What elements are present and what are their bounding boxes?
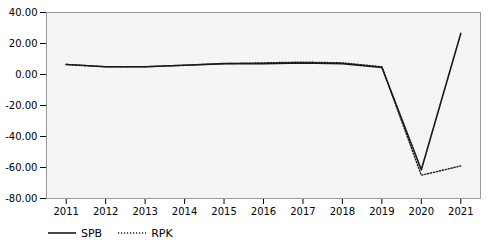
svg-text:2011: 2011 <box>54 206 79 217</box>
html-text:SPB: SPB <box>81 226 103 240</box>
svg-text:2012: 2012 <box>93 206 118 217</box>
svg-text:-40.00: -40.00 <box>5 131 37 142</box>
svg-text:-20.00: -20.00 <box>5 100 37 111</box>
svg-text:2013: 2013 <box>132 206 157 217</box>
html-text:RPK: RPK <box>151 226 173 240</box>
svg-text:2020: 2020 <box>409 206 434 217</box>
svg-text:2021: 2021 <box>448 206 473 217</box>
svg-text:2018: 2018 <box>330 206 355 217</box>
svg-text:2015: 2015 <box>211 206 236 217</box>
svg-text:-60.00: -60.00 <box>5 162 37 173</box>
svg-text:40.00: 40.00 <box>9 7 38 18</box>
svg-text:-80.00: -80.00 <box>5 193 37 204</box>
svg-text:2016: 2016 <box>251 206 276 217</box>
svg-text:0.00: 0.00 <box>15 69 37 80</box>
svg-text:2019: 2019 <box>369 206 394 217</box>
svg-text:2017: 2017 <box>290 206 315 217</box>
svg-text:2014: 2014 <box>172 206 197 217</box>
svg-text:20.00: 20.00 <box>9 38 38 49</box>
